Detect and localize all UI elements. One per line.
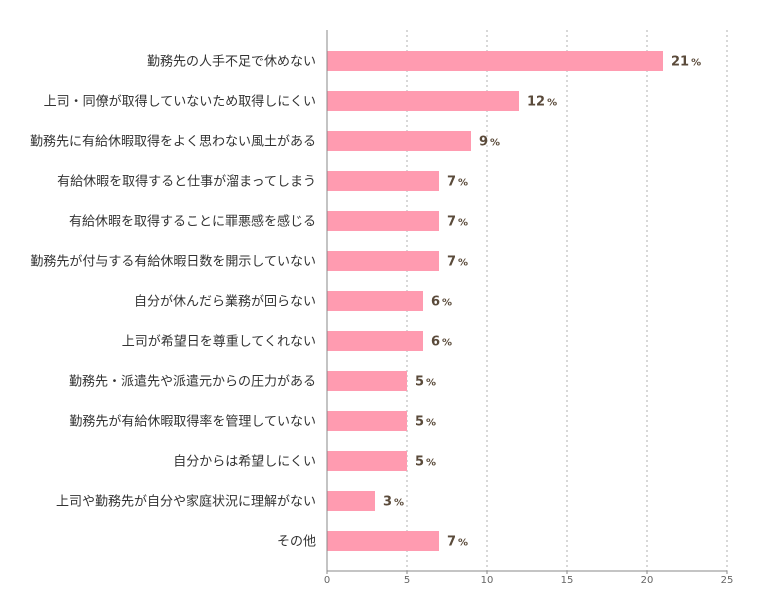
value-suffix-3: % bbox=[458, 178, 468, 189]
bar-6 bbox=[327, 291, 423, 311]
value-label-8: 5% bbox=[415, 375, 436, 390]
category-label-10: 自分からは希望しにくい bbox=[173, 454, 316, 470]
bar-0 bbox=[327, 51, 663, 71]
value-number-9: 5 bbox=[415, 415, 424, 430]
bar-2 bbox=[327, 131, 471, 151]
value-label-0: 21% bbox=[671, 55, 701, 70]
value-label-1: 12% bbox=[527, 95, 557, 110]
value-number-0: 21 bbox=[671, 55, 689, 70]
category-label-3: 有給休暇を取得すると仕事が溜まってしまう bbox=[57, 174, 316, 190]
value-suffix-9: % bbox=[426, 418, 436, 429]
value-suffix-1: % bbox=[547, 98, 557, 109]
value-label-12: 7% bbox=[447, 535, 468, 550]
bar-10 bbox=[327, 451, 407, 471]
value-number-2: 9 bbox=[479, 135, 488, 150]
value-number-7: 6 bbox=[431, 335, 440, 350]
value-label-4: 7% bbox=[447, 215, 468, 230]
category-label-0: 勤務先の人手不足で休めない bbox=[147, 55, 316, 70]
value-number-5: 7 bbox=[447, 255, 456, 270]
value-suffix-8: % bbox=[426, 378, 436, 389]
grid-lines bbox=[406, 30, 728, 571]
category-label-1: 上司・同僚が取得していないため取得しにくい bbox=[44, 94, 316, 110]
value-suffix-6: % bbox=[442, 298, 452, 309]
bar-1 bbox=[327, 91, 519, 111]
value-suffix-10: % bbox=[426, 458, 436, 469]
value-label-6: 6% bbox=[431, 295, 452, 310]
bar-8 bbox=[327, 371, 407, 391]
value-label-3: 7% bbox=[447, 175, 468, 190]
value-label-2: 9% bbox=[479, 135, 500, 150]
category-label-2: 勤務先に有給休暇取得をよく思わない風土がある bbox=[30, 134, 316, 150]
bar-11 bbox=[327, 491, 375, 511]
bar-3 bbox=[327, 171, 439, 191]
category-labels: 勤務先の人手不足で休めない上司・同僚が取得していないため取得しにくい勤務先に有給… bbox=[30, 55, 316, 550]
category-label-4: 有給休暇を取得することに罪悪感を感じる bbox=[69, 214, 316, 230]
bar-9 bbox=[327, 411, 407, 431]
category-label-12: その他 bbox=[277, 535, 316, 550]
axes bbox=[326, 30, 728, 574]
value-suffix-11: % bbox=[394, 498, 404, 509]
category-label-6: 自分が休んだら業務が回らない bbox=[134, 294, 316, 310]
tick-labels: 0 5 10 15 20 25 bbox=[324, 575, 734, 586]
category-label-7: 上司が希望日を尊重してくれない bbox=[122, 334, 316, 350]
value-number-12: 7 bbox=[447, 535, 456, 550]
value-suffix-0: % bbox=[691, 58, 701, 69]
value-label-10: 5% bbox=[415, 455, 436, 470]
category-label-9: 勤務先が有給休暇取得率を管理していない bbox=[69, 414, 316, 430]
x-tick-label-0: 0 bbox=[324, 575, 330, 586]
value-label-7: 6% bbox=[431, 335, 452, 350]
value-suffix-4: % bbox=[458, 218, 468, 229]
value-number-1: 12 bbox=[527, 95, 545, 110]
value-number-3: 7 bbox=[447, 175, 456, 190]
bar-4 bbox=[327, 211, 439, 231]
value-label-11: 3% bbox=[383, 495, 404, 510]
x-tick-label-25: 25 bbox=[721, 575, 734, 586]
bar-12 bbox=[327, 531, 439, 551]
value-suffix-7: % bbox=[442, 338, 452, 349]
x-tick-label-5: 5 bbox=[404, 575, 410, 586]
value-number-4: 7 bbox=[447, 215, 456, 230]
x-tick-label-15: 15 bbox=[561, 575, 574, 586]
value-suffix-12: % bbox=[458, 538, 468, 549]
value-label-9: 5% bbox=[415, 415, 436, 430]
value-number-11: 3 bbox=[383, 495, 392, 510]
bar-5 bbox=[327, 251, 439, 271]
value-number-10: 5 bbox=[415, 455, 424, 470]
value-suffix-2: % bbox=[490, 138, 500, 149]
value-suffix-5: % bbox=[458, 258, 468, 269]
category-label-11: 上司や勤務先が自分や家庭状況に理解がない bbox=[56, 494, 316, 510]
x-tick-label-20: 20 bbox=[641, 575, 654, 586]
bars bbox=[327, 51, 663, 551]
value-number-8: 5 bbox=[415, 375, 424, 390]
bar-7 bbox=[327, 331, 423, 351]
category-label-5: 勤務先が付与する有給休暇日数を開示していない bbox=[30, 255, 316, 270]
value-number-6: 6 bbox=[431, 295, 440, 310]
value-labels: 21 %12 %9 %7 %7 %7 %6 %6 %5 %5 %5 %3 %7% bbox=[383, 55, 701, 550]
value-label-5: 7% bbox=[447, 255, 468, 270]
category-label-8: 勤務先・派遣先や派遣元からの圧力がある bbox=[69, 375, 316, 390]
x-tick-label-10: 10 bbox=[481, 575, 494, 586]
